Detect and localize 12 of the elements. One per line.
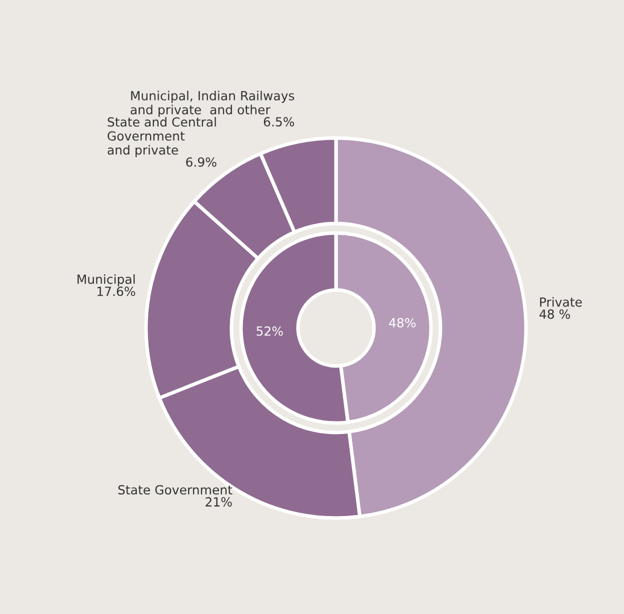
data-label: 17.6%	[98, 286, 136, 296]
slice-label: State Government	[118, 485, 232, 495]
data-label: 52%	[256, 326, 283, 336]
slice-label: State and Central Government and private	[108, 117, 216, 158]
data-label: 6.5%	[264, 117, 294, 126]
slice-label: Municipal	[78, 274, 135, 286]
data-label: 6.9%	[186, 157, 216, 167]
data-label: 48%	[389, 318, 416, 328]
slice-label: Private	[540, 297, 582, 307]
slice-label: Municipal, Indian Railways and private and other	[130, 90, 294, 117]
data-label: 48 %	[540, 309, 570, 319]
data-label: 21%	[206, 497, 232, 507]
